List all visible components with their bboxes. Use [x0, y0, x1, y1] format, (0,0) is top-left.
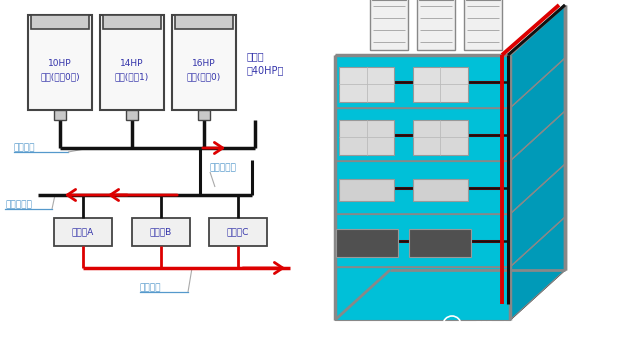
Text: 10HP
从机(地址0２): 10HP 从机(地址0２) — [40, 59, 80, 81]
Bar — [417, 0, 455, 50]
Bar — [209, 218, 267, 246]
Bar — [339, 120, 394, 155]
Polygon shape — [510, 58, 565, 161]
Text: 室内机C: 室内机C — [227, 228, 249, 237]
Bar — [413, 120, 467, 155]
Text: 内机分歧管: 内机分歧管 — [5, 201, 32, 210]
Bar — [54, 218, 112, 246]
Bar — [339, 67, 394, 102]
Bar — [335, 229, 397, 257]
Bar — [413, 179, 467, 201]
Polygon shape — [510, 111, 565, 214]
Bar — [103, 15, 161, 29]
Bar — [100, 15, 164, 110]
Bar — [54, 110, 66, 120]
Bar — [172, 15, 236, 110]
Text: 冷凝水管: 冷凝水管 — [140, 283, 161, 293]
Polygon shape — [335, 108, 510, 161]
Bar — [413, 67, 467, 102]
Polygon shape — [335, 161, 510, 214]
Bar — [464, 0, 502, 50]
Polygon shape — [510, 5, 565, 108]
Bar — [31, 15, 89, 29]
Polygon shape — [510, 164, 565, 267]
Polygon shape — [335, 214, 510, 267]
Bar — [132, 218, 190, 246]
Polygon shape — [335, 267, 510, 320]
Text: 室外机
（40HP）: 室外机 （40HP） — [247, 51, 284, 75]
Text: 16HP
主机(地址0): 16HP 主机(地址0) — [187, 59, 221, 81]
Text: 室内机B: 室内机B — [150, 228, 172, 237]
Text: 14HP
从机(地址1): 14HP 从机(地址1) — [115, 59, 149, 81]
Text: 冷媒配管: 冷媒配管 — [14, 144, 35, 152]
Polygon shape — [510, 217, 565, 320]
Bar — [370, 0, 408, 50]
Bar — [175, 15, 233, 29]
Bar — [198, 110, 210, 120]
Polygon shape — [335, 55, 510, 108]
Text: 外机分歧管: 外机分歧管 — [210, 163, 237, 172]
Polygon shape — [335, 270, 565, 320]
Text: 微信号: nhvaca: 微信号: nhvaca — [476, 321, 531, 330]
Bar — [28, 15, 92, 110]
Bar — [126, 110, 138, 120]
Text: 室内机A: 室内机A — [72, 228, 94, 237]
Bar — [339, 179, 394, 201]
Bar — [409, 229, 471, 257]
